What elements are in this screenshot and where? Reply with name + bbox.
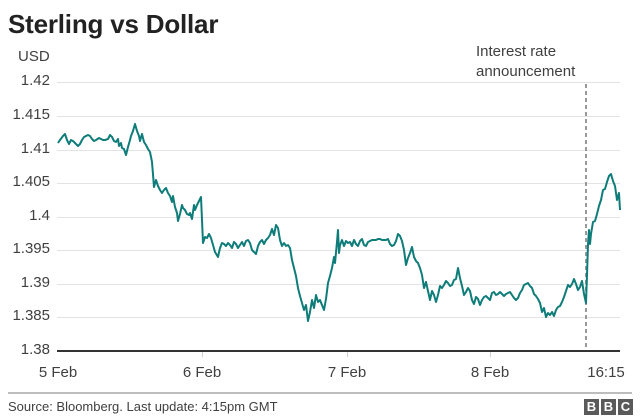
y-tick-label: 1.38 bbox=[20, 341, 50, 358]
y-tick-label: 1.385 bbox=[12, 307, 50, 324]
bbc-logo: B B C bbox=[584, 399, 633, 415]
x-tick-marks bbox=[202, 352, 491, 357]
annotation-interest-rate: Interest rate announcement bbox=[476, 42, 575, 82]
bbc-logo-letter: B bbox=[601, 399, 616, 415]
annotation-line-2: announcement bbox=[476, 63, 576, 80]
bbc-logo-letter: B bbox=[584, 399, 599, 415]
x-tick-label: 6 Feb bbox=[182, 364, 222, 381]
gbp-usd-line bbox=[57, 123, 621, 322]
chart-title: Sterling vs Dollar bbox=[8, 9, 219, 39]
y-tick-label: 1.41 bbox=[20, 140, 50, 157]
y-tick-label: 1.415 bbox=[12, 106, 50, 123]
x-tick-label: 16:15 bbox=[587, 364, 625, 381]
gridlines bbox=[57, 82, 620, 318]
bbc-logo-letter: C bbox=[618, 399, 633, 415]
source-note: Source: Bloomberg. Last update: 4:15pm G… bbox=[8, 399, 278, 414]
x-tick-label: 8 Feb bbox=[470, 364, 510, 381]
y-tick-label: 1.42 bbox=[20, 72, 50, 89]
y-axis-unit: USD bbox=[18, 48, 50, 65]
y-tick-label: 1.39 bbox=[20, 274, 50, 291]
y-tick-label: 1.4 bbox=[29, 207, 50, 224]
footer-divider bbox=[8, 392, 632, 394]
annotation-line-1: Interest rate bbox=[476, 43, 557, 60]
y-tick-label: 1.405 bbox=[12, 173, 50, 190]
y-tick-label: 1.395 bbox=[12, 240, 50, 257]
x-tick-label: 5 Feb bbox=[38, 364, 78, 381]
x-tick-label: 7 Feb bbox=[327, 364, 367, 381]
